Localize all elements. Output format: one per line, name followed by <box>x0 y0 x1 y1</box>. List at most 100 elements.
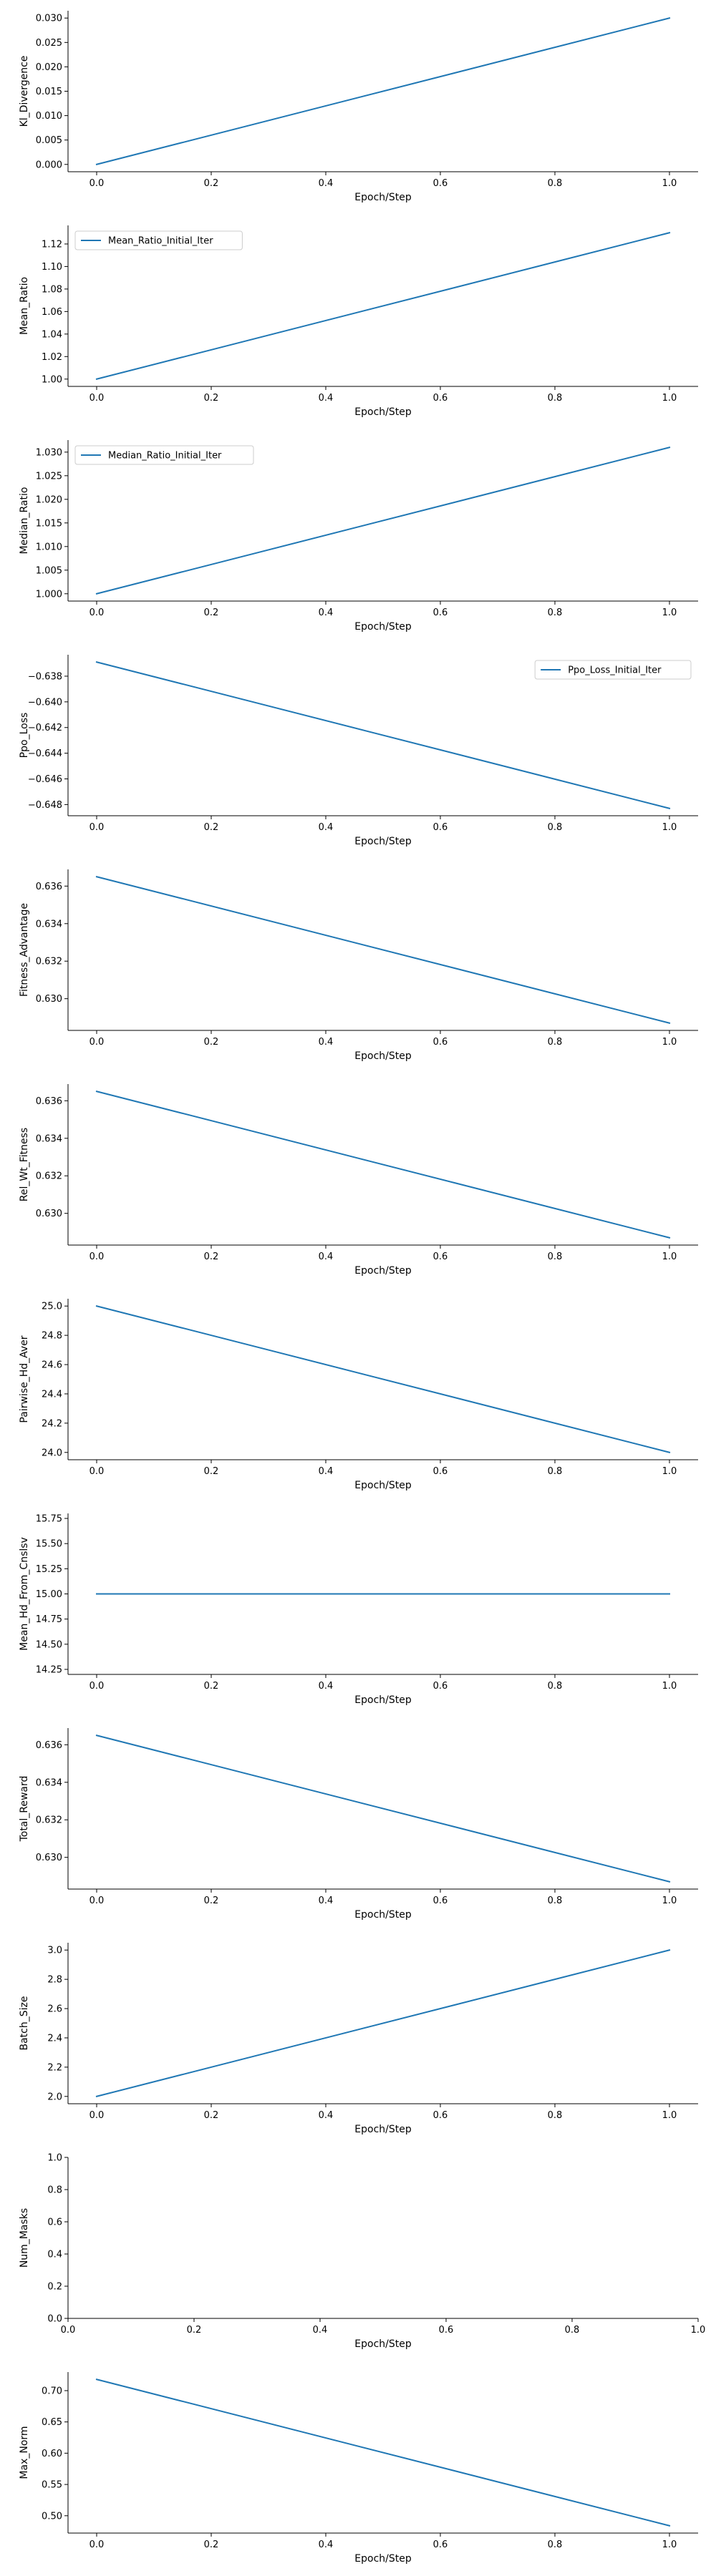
y-tick-label: 0.636 <box>36 882 62 892</box>
subplot-12: 0.0 0.2 0.4 0.6 0.8 1.0 0.50 0.55 0.60 0.65 0.70 Ep… <box>19 2372 698 2565</box>
y-tick-label: 0.630 <box>36 1853 62 1863</box>
y-tick-label: 14.50 <box>36 1639 62 1650</box>
y-tick-label: 1.08 <box>42 284 62 295</box>
y-tick-label: −0.642 <box>28 723 62 733</box>
x-tick-label: 1.0 <box>662 1252 677 1262</box>
y-axis-label: Mean_Ratio <box>19 277 30 335</box>
y-tick-label: 0.634 <box>36 1133 62 1144</box>
x-tick-label: 0.4 <box>319 822 334 833</box>
x-tick-label: 0.2 <box>204 1252 219 1262</box>
x-tick-label: 1.0 <box>662 2540 677 2550</box>
x-tick-label: 0.6 <box>433 1896 448 1906</box>
y-tick-label: 1.12 <box>42 239 62 250</box>
y-tick-label: 24.4 <box>42 1389 62 1400</box>
x-tick-label: 1.0 <box>691 2325 706 2336</box>
x-tick-label: 0.6 <box>433 178 448 189</box>
y-tick-label: 24.6 <box>42 1360 62 1371</box>
legend-box <box>534 660 692 680</box>
y-tick-label: 0.636 <box>36 1740 62 1751</box>
y-tick-label: 1.000 <box>36 589 62 600</box>
x-tick-label: 0.2 <box>204 178 219 189</box>
y-tick-label: 0.55 <box>42 2480 62 2491</box>
y-tick-label: 1.020 <box>36 494 62 505</box>
y-tick-label: 15.50 <box>36 1539 62 1550</box>
x-tick-label: 0.8 <box>548 1681 563 1692</box>
x-tick-label: 0.6 <box>433 1681 448 1692</box>
y-tick-label: 0.632 <box>36 1171 62 1182</box>
subplot-7: 0.0 0.2 0.4 0.6 0.8 1.0 24.0 24.2 24.4 24.6 24.8 25… <box>19 1299 698 1491</box>
x-tick-label: 0.0 <box>90 2540 105 2550</box>
x-tick-label: 0.2 <box>204 2540 219 2550</box>
legend: Median_Ratio_Initial_Iter <box>74 445 254 465</box>
x-tick-label: 0.6 <box>433 608 448 618</box>
x-tick-label: 0.8 <box>548 608 563 618</box>
y-tick-label: 1.005 <box>36 565 62 576</box>
x-tick-label: 0.6 <box>433 1037 448 1048</box>
series-line <box>95 1305 671 1453</box>
y-tick-label: 15.25 <box>36 1564 62 1575</box>
y-tick-label: 0.70 <box>42 2386 62 2396</box>
y-axis-label: Rel_Wt_Fitness <box>19 1128 30 1201</box>
y-tick-label: 0.000 <box>36 160 62 170</box>
x-tick-label: 0.8 <box>548 1252 563 1262</box>
x-tick-label: 1.0 <box>662 1681 677 1692</box>
y-axis-label: Pairwise_Hd_Aver <box>19 1335 30 1423</box>
x-tick-label: 1.0 <box>662 1896 677 1906</box>
x-tick-label: 0.6 <box>433 1466 448 1477</box>
x-tick-label: 0.0 <box>90 608 105 618</box>
series-line <box>95 17 671 165</box>
x-tick-label: 0.0 <box>61 2325 76 2336</box>
y-tick-label: 24.0 <box>42 1448 62 1458</box>
y-tick-label: 15.00 <box>36 1589 62 1600</box>
y-tick-label: 2.6 <box>47 2004 62 2015</box>
x-tick-label: 0.6 <box>433 393 448 404</box>
y-tick-label: 1.015 <box>36 518 62 529</box>
y-tick-label: 15.75 <box>36 1514 62 1525</box>
x-tick-label: 0.0 <box>90 178 105 189</box>
series-line <box>95 447 671 595</box>
y-tick-label: 0.632 <box>36 957 62 967</box>
y-axis-label: Mean_Hd_From_Cnslsv <box>19 1537 30 1651</box>
subplot-3: 0.0 0.2 0.4 0.6 0.8 1.0 1.000 1.005 1.010 1.015 1.… <box>19 440 698 633</box>
x-tick-label: 0.4 <box>313 2325 328 2336</box>
x-tick-label: 0.0 <box>90 1896 105 1906</box>
y-axis-label: Max_Norm <box>19 2426 30 2479</box>
y-tick-label: 2.4 <box>47 2033 62 2044</box>
y-tick-label: 0.6 <box>47 2218 62 2228</box>
y-tick-label: 24.2 <box>42 1418 62 1429</box>
subplot-6: 0.0 0.2 0.4 0.6 0.8 1.0 0.630 0.632 0.634 0.636 Ep… <box>19 1084 698 1277</box>
y-tick-label: 14.25 <box>36 1664 62 1675</box>
x-tick-label: 0.2 <box>204 1681 219 1692</box>
x-axis-label: Epoch/Step <box>354 1909 412 1921</box>
y-tick-label: 0.8 <box>47 2185 62 2196</box>
series-line <box>95 876 671 1024</box>
x-tick-label: 0.4 <box>319 608 334 618</box>
x-tick-label: 0.6 <box>433 1252 448 1262</box>
legend-label: Median_Ratio_Initial_Iter <box>108 451 222 462</box>
y-tick-label: 0.632 <box>36 1815 62 1826</box>
y-tick-label: 25.0 <box>42 1302 62 1312</box>
series-line <box>95 1949 671 2097</box>
x-tick-label: 0.8 <box>548 178 563 189</box>
x-tick-label: 0.8 <box>548 822 563 833</box>
x-tick-label: 0.2 <box>187 2325 202 2336</box>
subplot-8: 0.0 0.2 0.4 0.6 0.8 1.0 14.25 14.50 14.75 15.00 15… <box>19 1513 698 1706</box>
x-tick-label: 1.0 <box>662 608 677 618</box>
series-line <box>95 232 671 380</box>
x-tick-label: 0.8 <box>548 1037 563 1048</box>
x-tick-label: 1.0 <box>662 822 677 833</box>
legend-box <box>74 445 254 465</box>
x-axis-label: Epoch/Step <box>354 1480 412 1491</box>
x-axis-label: Epoch/Step <box>354 2338 412 2350</box>
x-axis-label: Epoch/Step <box>354 1694 412 1706</box>
x-tick-label: 0.2 <box>204 2110 219 2121</box>
y-tick-label: 0.005 <box>36 135 62 146</box>
y-tick-label: 0.630 <box>36 1209 62 1219</box>
x-tick-label: 0.4 <box>319 2540 334 2550</box>
legend-label: Ppo_Loss_Initial_Iter <box>568 665 662 676</box>
x-tick-label: 0.8 <box>548 1896 563 1906</box>
y-tick-label: 0.015 <box>36 87 62 97</box>
x-tick-label: 0.4 <box>319 1896 334 1906</box>
x-tick-label: 0.8 <box>548 1466 563 1477</box>
